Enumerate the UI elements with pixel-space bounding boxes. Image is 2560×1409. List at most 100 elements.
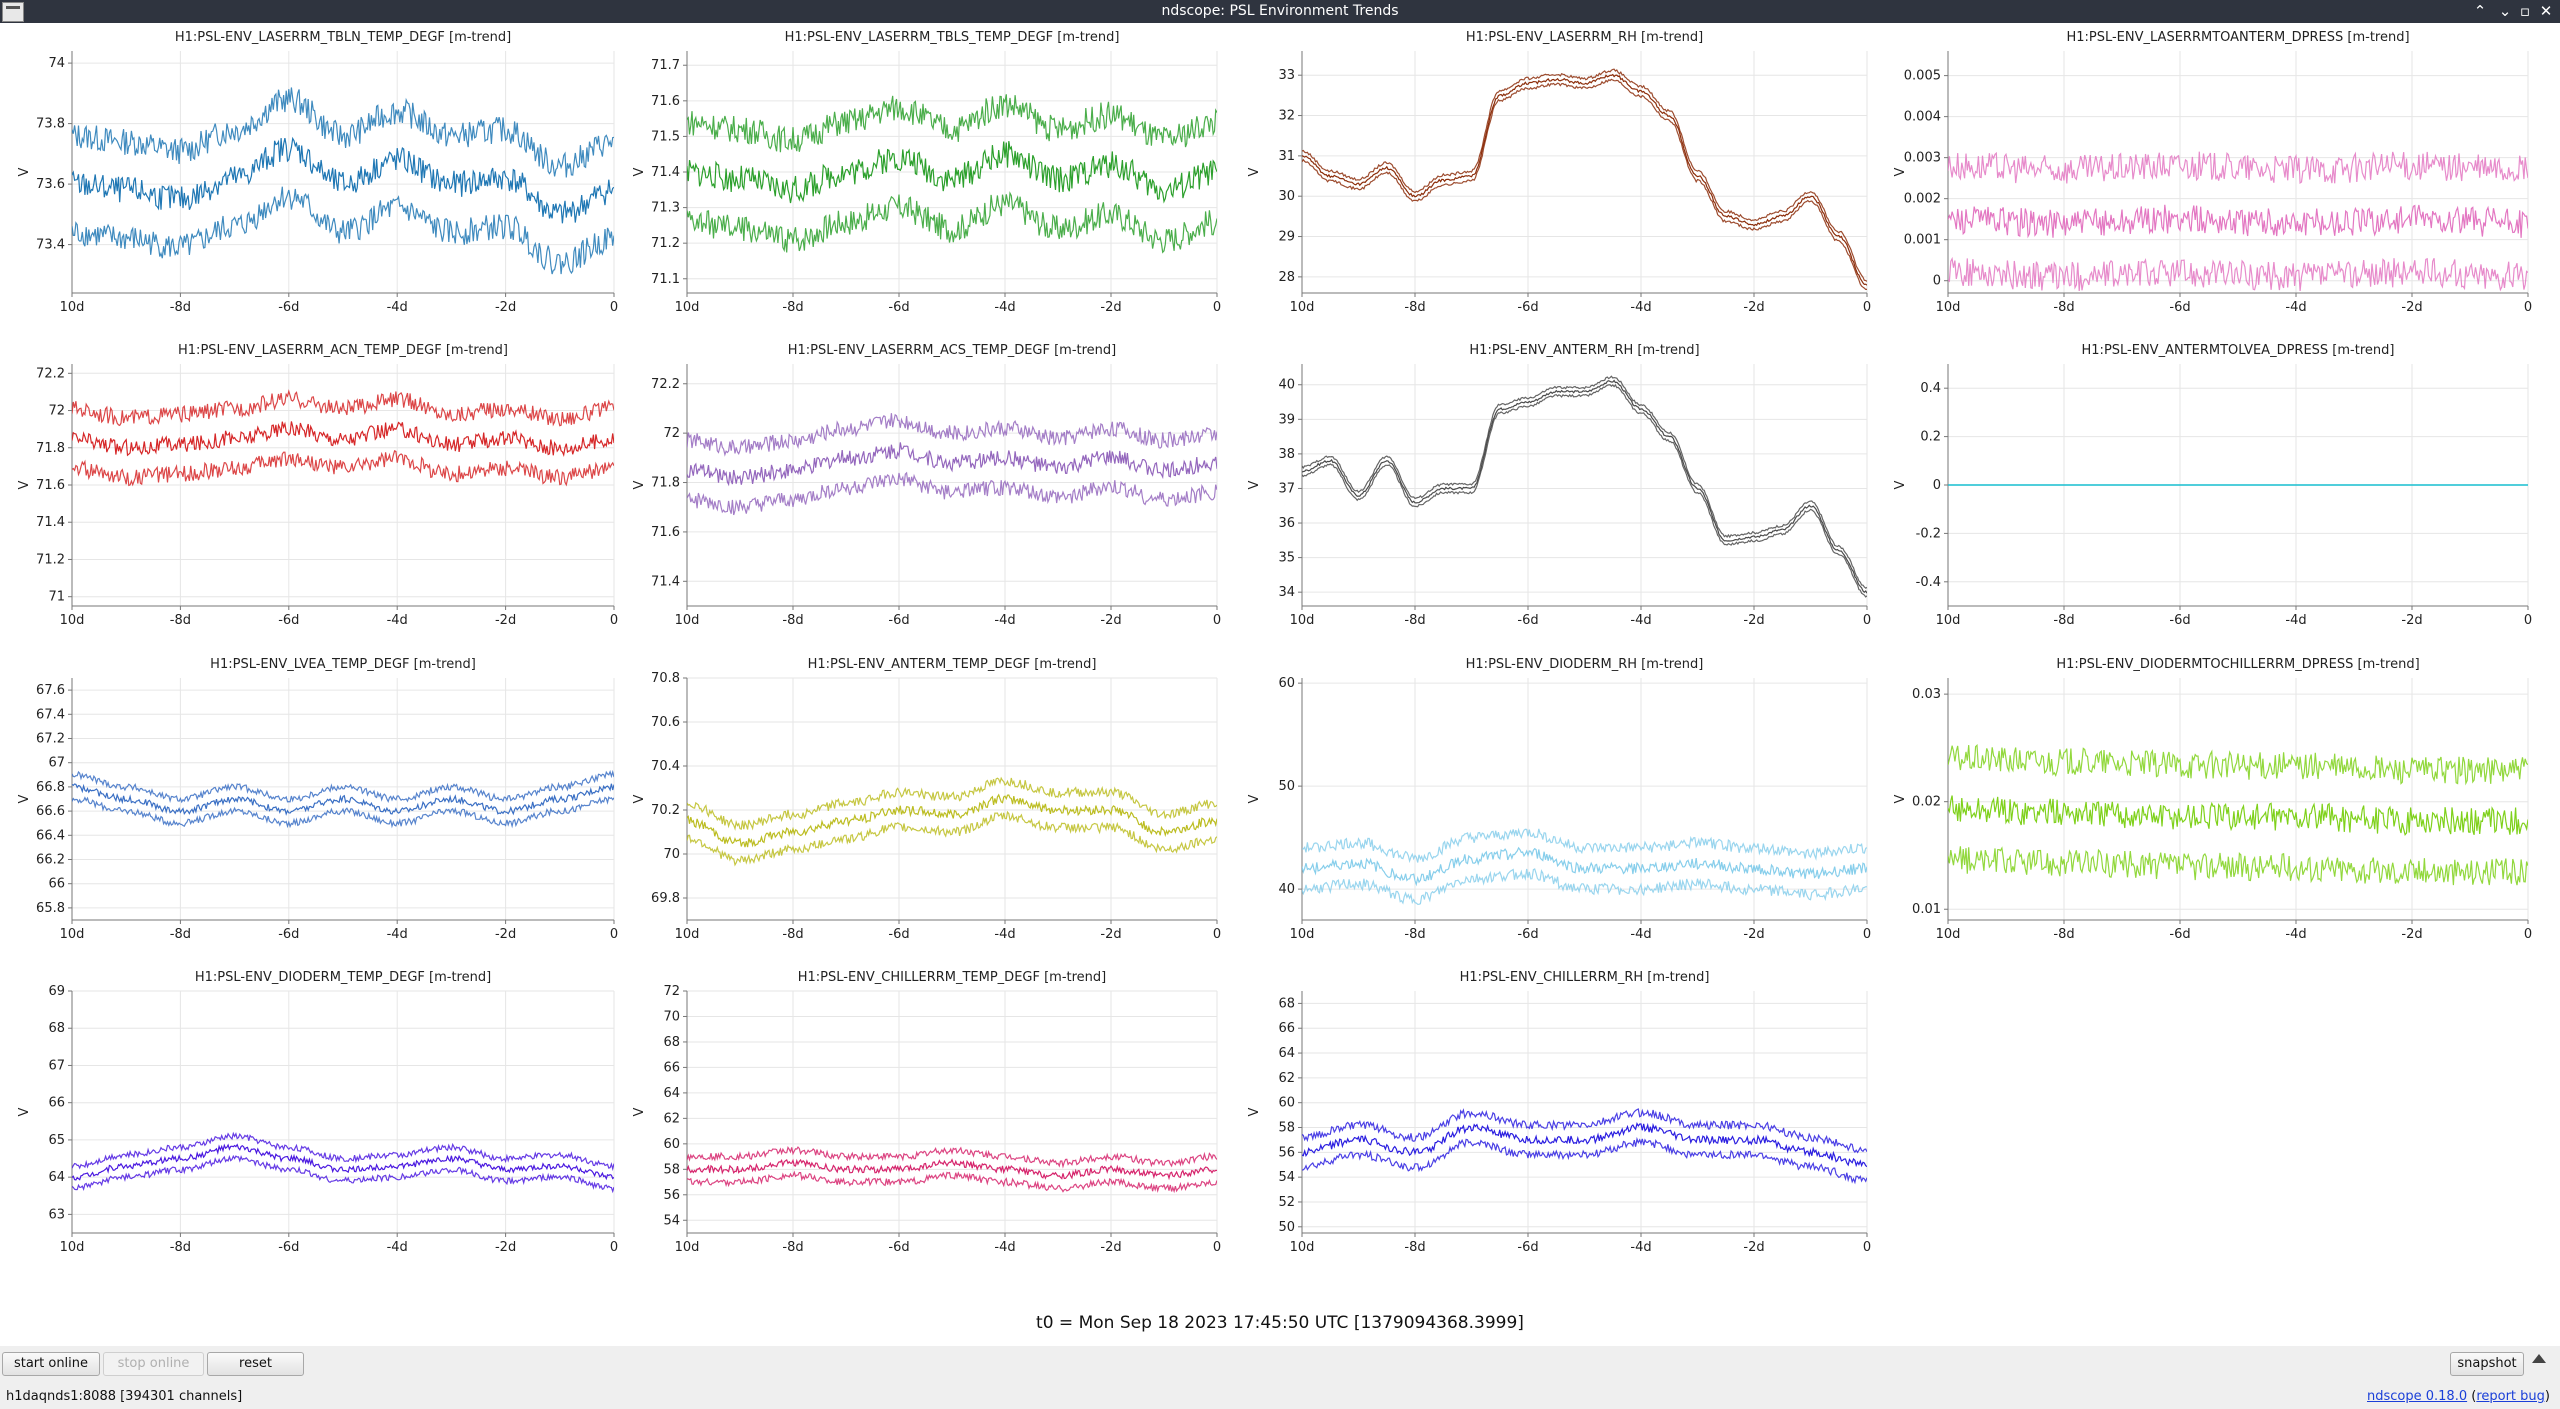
y-tick-label: 68 bbox=[663, 1035, 680, 1050]
y-tick-label: 72 bbox=[48, 404, 65, 419]
plot-title: H1:PSL-ENV_DIODERMTOCHILLERRM_DPRESS [m-… bbox=[2056, 657, 2419, 672]
series-line bbox=[72, 449, 614, 487]
x-tick-label: 0 bbox=[1213, 927, 1221, 942]
series-line bbox=[687, 1170, 1217, 1194]
y-tick-label: 66.2 bbox=[36, 853, 65, 868]
y-tick-label: 58 bbox=[1278, 1121, 1295, 1136]
plot-14[interactable]: H1:PSL-ENV_CHILLERRM_TEMP_DEGF [m-trend]… bbox=[615, 963, 1225, 1263]
x-tick-label: -6d bbox=[1517, 613, 1538, 628]
x-tick-label: 10d bbox=[675, 1240, 700, 1255]
close-icon[interactable]: ✕ bbox=[2539, 2, 2553, 20]
y-tick-label: 71.6 bbox=[651, 94, 680, 109]
y-axis-label: V bbox=[17, 167, 32, 176]
y-tick-label: 70.2 bbox=[651, 803, 680, 818]
restore-icon[interactable]: ▫ bbox=[2519, 2, 2531, 20]
plot-8[interactable]: H1:PSL-ENV_ANTERMTOLVEA_DPRESS [m-trend]… bbox=[1876, 336, 2536, 636]
statusbar: h1daqnds1:8088 [394301 channels] ndscope… bbox=[0, 1386, 2560, 1409]
report-bug-link[interactable]: report bug bbox=[2476, 1389, 2545, 1404]
y-tick-label: 66 bbox=[1278, 1021, 1295, 1036]
x-tick-label: 0 bbox=[2524, 613, 2532, 628]
y-axis-label: V bbox=[1247, 794, 1262, 803]
x-tick-label: -6d bbox=[888, 613, 909, 628]
plot-5[interactable]: H1:PSL-ENV_LASERRM_ACN_TEMP_DEGF [m-tren… bbox=[0, 336, 622, 636]
series-line bbox=[72, 1131, 614, 1172]
y-axis-label: V bbox=[1247, 480, 1262, 489]
plot-15[interactable]: H1:PSL-ENV_CHILLERRM_RH [m-trend] 50 52 54 5… bbox=[1230, 963, 1875, 1263]
x-tick-label: -2d bbox=[495, 613, 516, 628]
y-tick-label: 67.6 bbox=[36, 683, 65, 698]
x-tick-label: -6d bbox=[2169, 300, 2190, 315]
start-online-button[interactable]: start online bbox=[2, 1352, 100, 1376]
version-link[interactable]: ndscope 0.18.0 bbox=[2367, 1389, 2468, 1404]
x-tick-label: 0 bbox=[1863, 927, 1871, 942]
y-tick-label: 71 bbox=[48, 590, 65, 605]
app-icon[interactable] bbox=[2, 2, 24, 22]
plot-11[interactable]: H1:PSL-ENV_DIODERM_RH [m-trend] 40 50 60 10d… bbox=[1230, 650, 1875, 950]
y-tick-label: 69 bbox=[48, 984, 65, 999]
plot-title: H1:PSL-ENV_LASERRM_ACS_TEMP_DEGF [m-tren… bbox=[788, 343, 1117, 358]
y-tick-label: 54 bbox=[663, 1213, 680, 1228]
y-tick-label: 64 bbox=[48, 1170, 65, 1185]
x-tick-label: -2d bbox=[1743, 1240, 1764, 1255]
x-tick-label: -4d bbox=[994, 927, 1015, 942]
y-tick-label: 31 bbox=[1278, 149, 1295, 164]
y-tick-label: 71.4 bbox=[651, 574, 680, 589]
snapshot-button[interactable]: snapshot bbox=[2450, 1352, 2524, 1376]
x-tick-label: 0 bbox=[610, 1240, 618, 1255]
plot-13[interactable]: H1:PSL-ENV_DIODERM_TEMP_DEGF [m-trend] 63… bbox=[0, 963, 622, 1263]
y-tick-label: 40 bbox=[1278, 378, 1295, 393]
series-line bbox=[72, 186, 614, 275]
x-tick-label: -4d bbox=[2285, 300, 2306, 315]
y-tick-label: 40 bbox=[1278, 882, 1295, 897]
series-line bbox=[1302, 827, 1867, 864]
y-tick-label: 56 bbox=[1278, 1145, 1295, 1160]
stop-online-button: stop online bbox=[103, 1352, 204, 1376]
series-line bbox=[1948, 204, 2528, 239]
y-tick-label: 67.2 bbox=[36, 732, 65, 747]
plot-title: H1:PSL-ENV_ANTERM_RH [m-trend] bbox=[1469, 343, 1699, 358]
plot-title: H1:PSL-ENV_LVEA_TEMP_DEGF [m-trend] bbox=[210, 657, 476, 672]
x-tick-label: -6d bbox=[278, 613, 299, 628]
plot-4[interactable]: H1:PSL-ENV_LASERRMTOANTERM_DPRESS [m-tre… bbox=[1876, 23, 2536, 323]
y-tick-label: 39 bbox=[1278, 412, 1295, 427]
y-axis-label: V bbox=[1247, 167, 1262, 176]
series-line bbox=[1302, 1136, 1867, 1185]
x-tick-label: -4d bbox=[2285, 613, 2306, 628]
series-line bbox=[72, 1154, 614, 1194]
y-tick-label: 71.3 bbox=[651, 201, 680, 216]
y-axis-label: V bbox=[17, 794, 32, 803]
y-tick-label: 60 bbox=[1278, 1096, 1295, 1111]
x-tick-label: -2d bbox=[1100, 927, 1121, 942]
x-tick-label: 0 bbox=[1863, 300, 1871, 315]
series-line bbox=[1302, 868, 1867, 905]
x-tick-label: -2d bbox=[1100, 1240, 1121, 1255]
y-tick-label: 67.4 bbox=[36, 707, 65, 722]
plot-3[interactable]: H1:PSL-ENV_LASERRM_RH [m-trend] 28 29 30 31 3… bbox=[1230, 23, 1875, 323]
maximize-icon[interactable]: ⌄ bbox=[2498, 2, 2512, 20]
y-tick-label: 58 bbox=[663, 1162, 680, 1177]
plot-grid: H1:PSL-ENV_LASERRM_TBLN_TEMP_DEGF [m-tre… bbox=[0, 23, 2560, 1343]
plot-10[interactable]: H1:PSL-ENV_ANTERM_TEMP_DEGF [m-trend] 69.… bbox=[615, 650, 1225, 950]
plot-7[interactable]: H1:PSL-ENV_ANTERM_RH [m-trend] 34 35 36 37 38… bbox=[1230, 336, 1875, 636]
y-axis-label: V bbox=[17, 1107, 32, 1116]
plot-6[interactable]: H1:PSL-ENV_LASERRM_ACS_TEMP_DEGF [m-tren… bbox=[615, 336, 1225, 636]
y-tick-label: 29 bbox=[1278, 230, 1295, 245]
expand-up-icon[interactable] bbox=[2532, 1354, 2546, 1363]
y-tick-label: 71.4 bbox=[36, 515, 65, 530]
plot-title: H1:PSL-ENV_CHILLERRM_TEMP_DEGF [m-trend] bbox=[798, 970, 1106, 985]
y-tick-label: 66.6 bbox=[36, 804, 65, 819]
y-tick-label: 66 bbox=[663, 1060, 680, 1075]
x-tick-label: 0 bbox=[1213, 1240, 1221, 1255]
x-tick-label: -4d bbox=[1630, 300, 1651, 315]
plot-2[interactable]: H1:PSL-ENV_LASERRM_TBLS_TEMP_DEGF [m-tre… bbox=[615, 23, 1225, 323]
x-tick-label: -4d bbox=[1630, 927, 1651, 942]
x-tick-label: -8d bbox=[782, 300, 803, 315]
plot-1[interactable]: H1:PSL-ENV_LASERRM_TBLN_TEMP_DEGF [m-tre… bbox=[0, 23, 622, 323]
plot-9[interactable]: H1:PSL-ENV_LVEA_TEMP_DEGF [m-trend] 65.8 6… bbox=[0, 650, 622, 950]
series-line bbox=[687, 471, 1217, 516]
minimize-icon[interactable]: ⌃ bbox=[2473, 2, 2487, 20]
plot-12[interactable]: H1:PSL-ENV_DIODERMTOCHILLERRM_DPRESS [m-… bbox=[1876, 650, 2536, 950]
reset-button[interactable]: reset bbox=[207, 1352, 304, 1376]
x-tick-label: -2d bbox=[2401, 300, 2422, 315]
y-tick-label: 50 bbox=[1278, 779, 1295, 794]
